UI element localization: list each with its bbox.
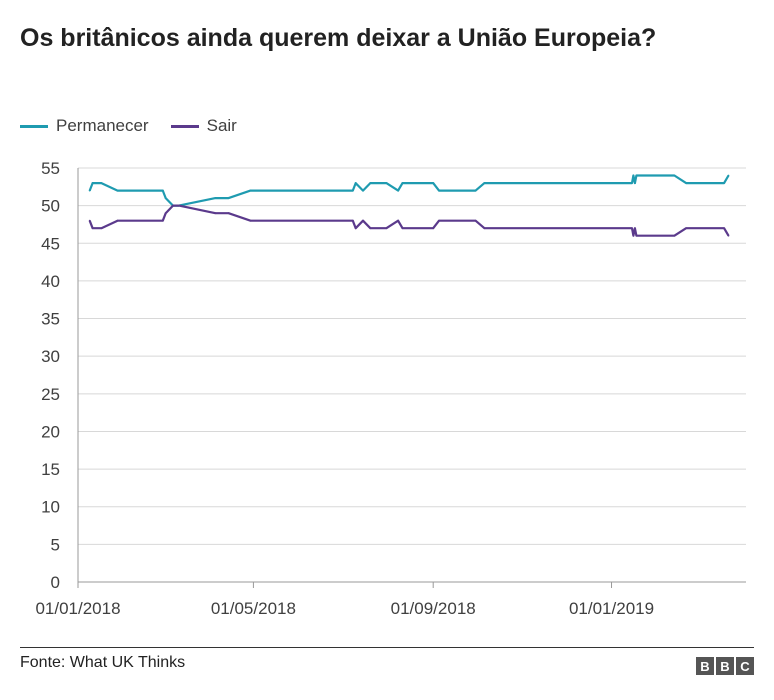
data-point-permanecer bbox=[483, 182, 486, 184]
x-tick-label: 01/09/2018 bbox=[391, 599, 476, 618]
legend-item-permanecer: Permanecer bbox=[20, 116, 149, 136]
data-point-permanecer bbox=[635, 174, 638, 177]
data-point-sair bbox=[631, 227, 633, 230]
data-point-sair bbox=[401, 227, 404, 230]
data-point-permanecer bbox=[351, 189, 354, 192]
data-point-sair bbox=[673, 234, 676, 237]
y-tick-label: 10 bbox=[41, 498, 60, 517]
series-line-permanecer bbox=[88, 174, 730, 207]
series-line-sair bbox=[88, 204, 730, 237]
data-point-sair bbox=[438, 219, 440, 222]
y-tick-label: 20 bbox=[41, 422, 60, 441]
data-point-permanecer bbox=[397, 189, 400, 192]
legend-label-permanecer: Permanecer bbox=[56, 116, 149, 135]
data-point-permanecer bbox=[632, 174, 635, 177]
data-point-permanecer bbox=[354, 182, 357, 184]
y-tick-label: 15 bbox=[41, 460, 60, 479]
legend-swatch-permanecer bbox=[20, 124, 48, 128]
x-tick-label: 01/01/2018 bbox=[35, 599, 120, 618]
legend-swatch-sair bbox=[170, 124, 199, 128]
data-point-sair bbox=[397, 219, 400, 222]
x-tick-label: 01/01/2019 bbox=[569, 599, 654, 618]
data-point-permanecer bbox=[474, 189, 477, 192]
data-point-permanecer bbox=[91, 182, 94, 184]
data-point-sair bbox=[91, 227, 94, 230]
data-point-permanecer bbox=[161, 189, 164, 192]
data-point-permanecer bbox=[727, 174, 730, 177]
data-point-permanecer bbox=[369, 182, 372, 184]
data-point-permanecer bbox=[249, 189, 252, 192]
data-point-sair bbox=[161, 219, 164, 222]
data-point-sair bbox=[172, 204, 174, 207]
data-point-sair bbox=[635, 234, 638, 237]
data-point-sair bbox=[227, 212, 230, 215]
y-tick-label: 50 bbox=[41, 197, 60, 216]
data-point-permanecer bbox=[88, 189, 91, 192]
data-point-permanecer bbox=[401, 182, 404, 184]
data-point-permanecer bbox=[438, 189, 440, 192]
data-point-sair bbox=[214, 212, 217, 215]
data-point-sair bbox=[632, 234, 635, 237]
data-point-permanecer bbox=[685, 182, 687, 184]
data-point-permanecer bbox=[116, 189, 119, 192]
data-point-sair bbox=[354, 227, 357, 230]
legend-label-sair: Sair bbox=[206, 116, 237, 135]
y-tick-label: 45 bbox=[41, 234, 60, 253]
data-point-sair bbox=[474, 219, 477, 222]
y-tick-label: 35 bbox=[41, 310, 60, 329]
data-point-sair bbox=[634, 227, 636, 230]
y-tick-label: 5 bbox=[51, 535, 60, 554]
data-point-permanecer bbox=[214, 197, 217, 200]
data-point-permanecer bbox=[385, 182, 388, 184]
data-point-permanecer bbox=[723, 182, 725, 184]
data-point-sair bbox=[385, 227, 388, 230]
y-tick-label: 25 bbox=[41, 385, 60, 404]
data-point-sair bbox=[727, 234, 730, 237]
x-tick-label: 01/05/2018 bbox=[211, 599, 296, 618]
data-point-permanecer bbox=[362, 189, 364, 192]
line-chart: 0 5 10 15 20 25 30 35 40 45 50 55 01/01/2018 01/05/20… bbox=[35, 159, 746, 618]
legend-item-sair: Sair bbox=[170, 116, 237, 136]
data-point-sair bbox=[723, 227, 725, 230]
data-point-permanecer bbox=[164, 197, 167, 200]
data-point-sair bbox=[685, 227, 687, 230]
data-point-sair bbox=[88, 219, 91, 222]
data-point-sair bbox=[164, 212, 167, 215]
chart-title: Os britânicos ainda querem deixar a Uniã… bbox=[20, 24, 657, 52]
legend: Permanecer Sair bbox=[20, 116, 237, 136]
data-point-sair bbox=[100, 227, 103, 230]
y-tick-label: 30 bbox=[41, 347, 60, 366]
data-point-sair bbox=[116, 219, 119, 222]
data-point-sair bbox=[432, 227, 435, 230]
data-point-permanecer bbox=[100, 182, 103, 184]
data-point-sair bbox=[362, 219, 364, 222]
data-point-permanecer bbox=[673, 174, 676, 177]
data-point-permanecer bbox=[634, 182, 636, 184]
footer-divider bbox=[20, 647, 754, 648]
data-point-sair bbox=[351, 219, 354, 222]
data-point-permanecer bbox=[432, 182, 435, 184]
data-point-sair bbox=[369, 227, 372, 230]
data-point-permanecer bbox=[227, 197, 230, 200]
data-point-sair bbox=[249, 219, 252, 222]
y-tick-label: 0 bbox=[51, 573, 60, 592]
data-point-sair bbox=[483, 227, 486, 230]
y-tick-label: 40 bbox=[41, 272, 60, 291]
source-note: Fonte: What UK Thinks bbox=[20, 654, 186, 671]
data-point-permanecer bbox=[631, 182, 633, 184]
y-tick-label: 55 bbox=[41, 159, 60, 178]
data-point-sair bbox=[177, 204, 180, 207]
